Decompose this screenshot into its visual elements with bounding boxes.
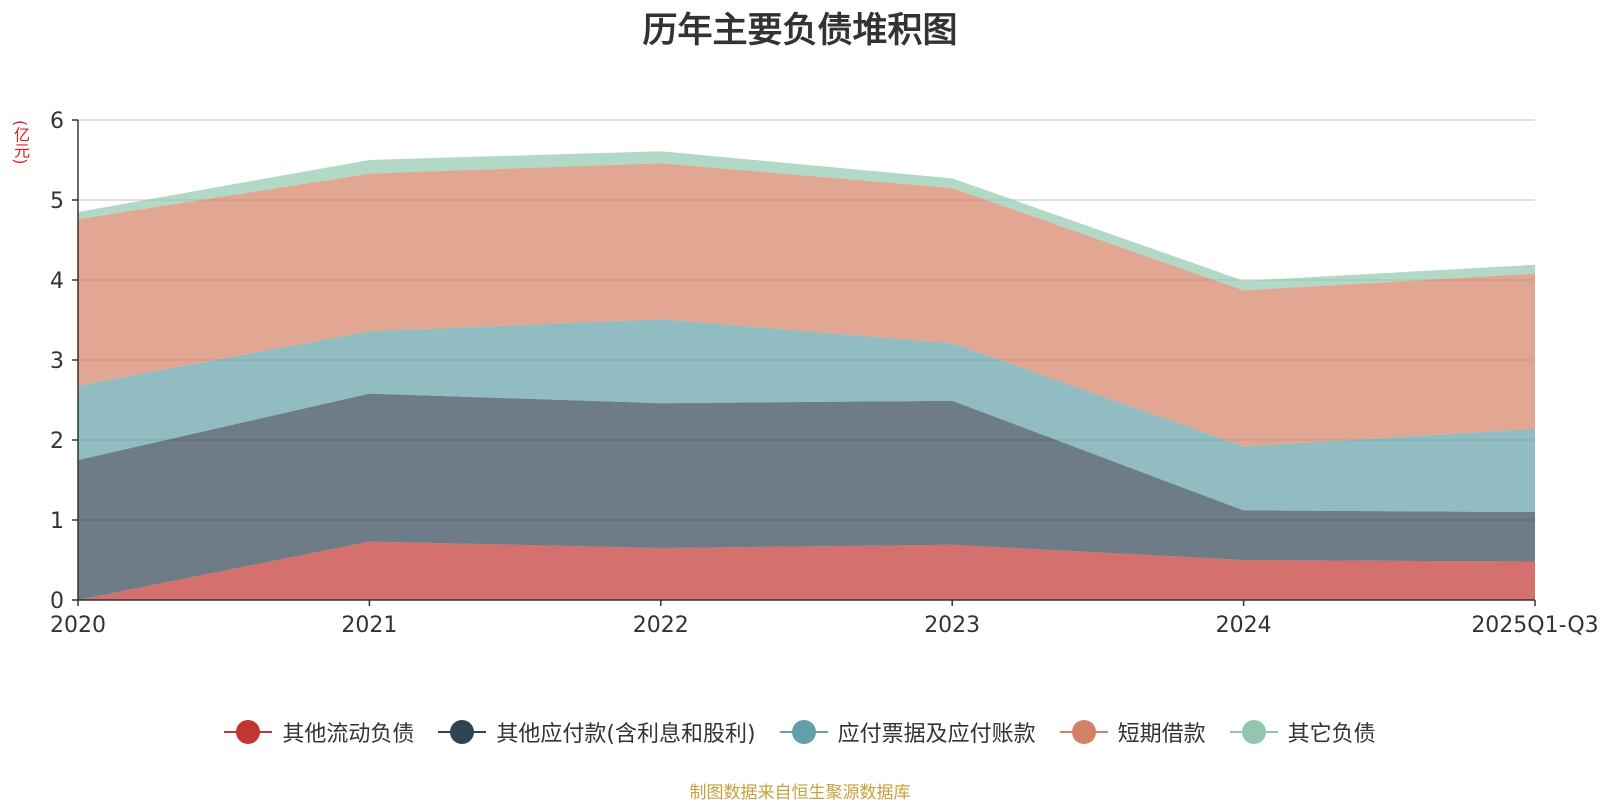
area-series[interactable]: 其他流动负债 <box>78 541 1535 600</box>
legend-label: 其它负债 <box>1287 722 1376 747</box>
legend-label: 其他应付款(含利息和股利) <box>496 722 756 747</box>
area-series[interactable]: 应付票据及应付账款 <box>78 319 1535 512</box>
legend-item[interactable]: 其他流动负债 <box>224 716 414 748</box>
x-tick-label: 2022 <box>633 613 689 638</box>
x-tick-label: 2023 <box>924 613 980 638</box>
legend-label: 应付票据及应付账款 <box>837 722 1036 747</box>
y-tick-label: 1 <box>50 509 64 534</box>
source-note: 制图数据来自恒生聚源数据库 <box>689 783 911 803</box>
x-tick-label: 2020 <box>50 613 106 638</box>
legend-marker-icon <box>224 719 273 745</box>
legend-item[interactable]: 其他应付款(含利息和股利) <box>438 716 756 748</box>
legend-marker-icon <box>1229 719 1278 745</box>
y-tick-label: 3 <box>50 349 64 374</box>
legend: 其他流动负债 其他应付款(含利息和股利) 应付票据及应付账款 短期借款 其它负债 <box>0 716 1600 748</box>
y-tick-label: 5 <box>50 189 64 214</box>
legend-marker-icon <box>438 719 487 745</box>
legend-marker-icon <box>1059 719 1108 745</box>
y-tick-label: 6 <box>50 109 64 134</box>
area-series[interactable]: 短期借款 <box>78 163 1535 447</box>
legend-item[interactable]: 应付票据及应付账款 <box>779 716 1036 748</box>
y-tick-label: 4 <box>50 269 64 294</box>
y-tick-label: 2 <box>50 429 64 454</box>
y-tick-label: 0 <box>50 589 64 614</box>
axis-layer: 0 1 2 3 4 5 6 2020 2021 2022 2023 2024 2025Q1-Q3 <box>50 109 1599 638</box>
legend-label: 短期借款 <box>1117 722 1206 747</box>
legend-item[interactable]: 短期借款 <box>1059 716 1206 748</box>
y-axis-unit-label: (亿元) <box>11 120 30 165</box>
x-tick-label: 2021 <box>341 613 397 638</box>
x-tick-label: 2025Q1-Q3 <box>1471 613 1598 638</box>
legend-item[interactable]: 其它负债 <box>1229 716 1376 748</box>
x-tick-label: 2024 <box>1216 613 1272 638</box>
legend-label: 其他流动负债 <box>282 722 415 747</box>
chart-title: 历年主要负债堆积图 <box>642 11 958 51</box>
area-series[interactable]: 其他应付款(含利息和股利) <box>78 393 1535 600</box>
area-series[interactable]: 其它负债 <box>78 151 1535 291</box>
legend-marker-icon <box>779 719 828 745</box>
